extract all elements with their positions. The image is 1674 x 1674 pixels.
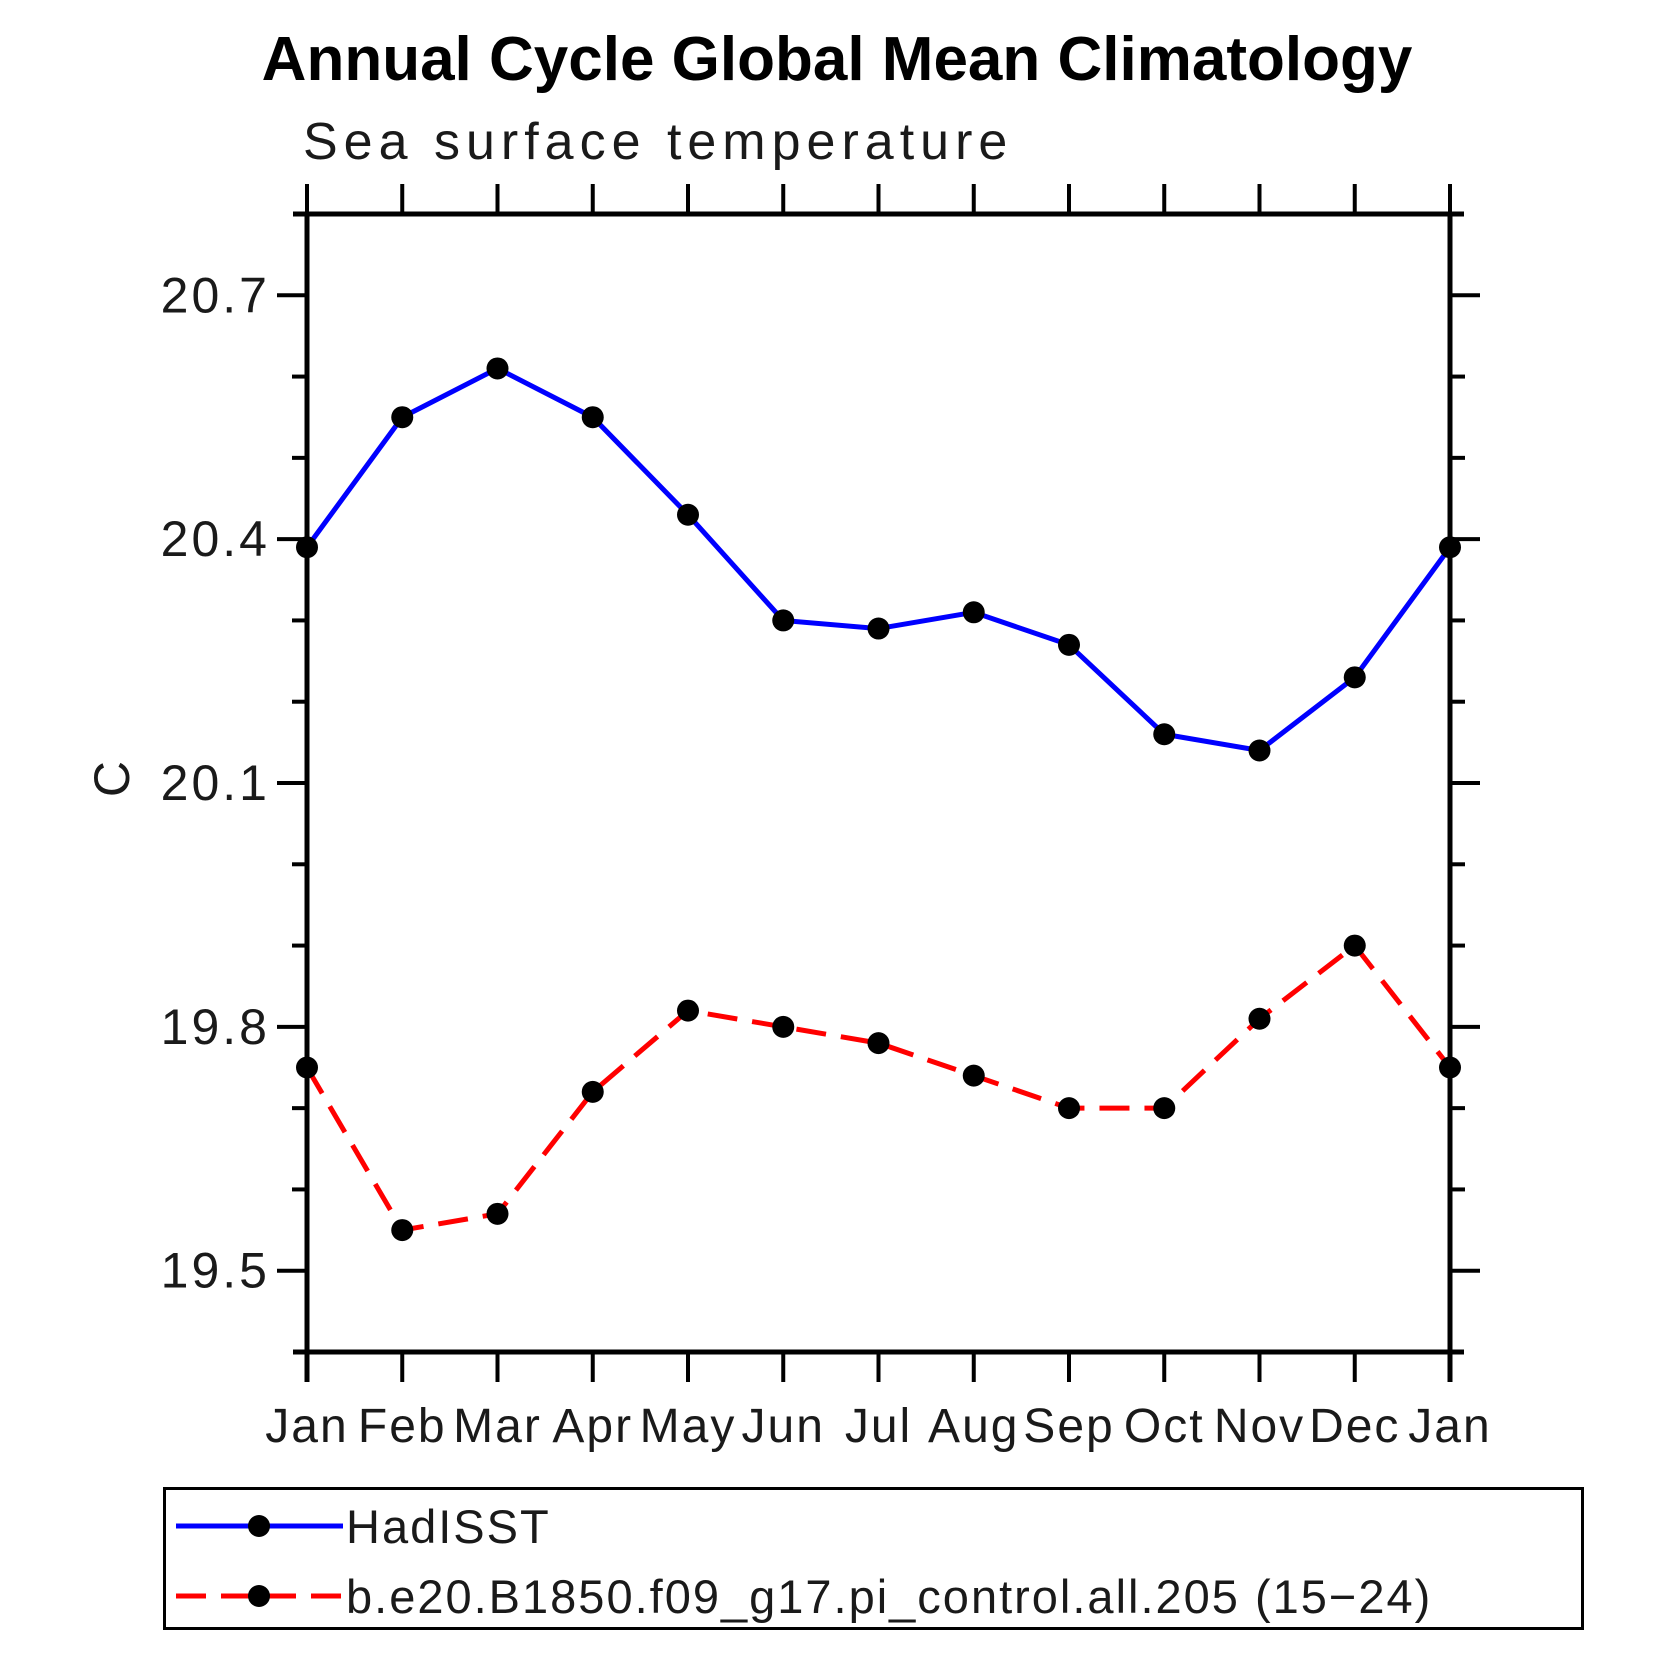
x-tick-label: Jul (845, 1400, 912, 1453)
y-tick-label: 20.7 (161, 267, 270, 323)
data-point-marker (867, 1032, 890, 1055)
x-tick-label: Nov (1214, 1400, 1305, 1453)
legend-marker-dot (248, 1515, 270, 1537)
hadisst-line (304, 365, 1453, 754)
data-point-marker (1058, 633, 1080, 656)
legend-label-hadisst: HadISST (346, 1499, 551, 1553)
x-tick-label: Oct (1124, 1400, 1205, 1453)
data-point-marker (486, 357, 509, 380)
data-point-marker (391, 406, 414, 429)
data-point-marker (962, 1064, 985, 1087)
data-point-marker (1248, 1007, 1271, 1030)
x-tick-label: Apr (552, 1400, 633, 1453)
legend-line-sample-dashed (176, 1585, 343, 1607)
legend-label-model: b.e20.B1850.f09_g17.pi_control.all.205 (… (346, 1569, 1433, 1623)
x-tick-label: Jun (742, 1400, 825, 1453)
y-tick-label: 19.8 (161, 999, 270, 1055)
data-point-marker (772, 609, 795, 632)
x-tick-label: Aug (928, 1400, 1019, 1453)
data-point-marker (1153, 723, 1176, 746)
data-point-marker (677, 999, 699, 1022)
data-point-marker (486, 1202, 509, 1225)
data-point-marker (296, 1056, 318, 1079)
x-tick-label: May (640, 1400, 737, 1453)
model-line (304, 942, 1452, 1233)
data-point-marker (296, 536, 318, 559)
data-point-marker (1058, 1097, 1080, 1120)
chart-subtitle: Sea surface temperature (303, 113, 1014, 171)
data-point-marker (1439, 536, 1461, 559)
data-point-marker (1343, 934, 1366, 957)
axis-ticks (277, 184, 1480, 1382)
y-axis-title: C (84, 761, 140, 797)
y-tick-label: 19.5 (161, 1243, 270, 1299)
data-point-marker (772, 1015, 795, 1038)
axis-frame (293, 211, 1464, 1382)
y-tick-label: 20.1 (161, 755, 270, 811)
x-tick-label: Jan (265, 1400, 348, 1453)
data-point-marker (1248, 739, 1271, 762)
axis-tick-labels: Jan Feb Mar Apr May Jun Jul Aug Sep Oct Nov Dec Jan1… (161, 267, 1491, 1453)
x-tick-label: Dec (1309, 1400, 1400, 1453)
x-tick-label: Mar (453, 1400, 542, 1453)
x-tick-label: Feb (358, 1400, 447, 1453)
data-point-marker (391, 1219, 414, 1242)
data-series (296, 357, 1461, 1242)
data-point-marker (1439, 1056, 1461, 1079)
legend-marker-dot (248, 1585, 270, 1607)
legend-entry-model: b.e20.B1850.f09_g17.pi_control.all.205 (… (171, 1570, 1432, 1623)
x-tick-label: Sep (1023, 1400, 1114, 1453)
legend-line-sample-solid (176, 1515, 343, 1537)
data-point-marker (677, 503, 699, 526)
legend: HadISST b.e20.B1850.f09_g17.pi_control.a… (163, 1487, 1584, 1630)
chart-title: Annual Cycle Global Mean Climatology (261, 25, 1413, 94)
legend-entry-hadisst: HadISST (171, 1500, 551, 1553)
data-point-marker (581, 406, 604, 429)
x-tick-label: Jan (1408, 1400, 1491, 1453)
data-point-marker (962, 601, 985, 624)
data-point-marker (867, 617, 890, 640)
y-tick-label: 20.4 (161, 511, 270, 567)
data-point-marker (581, 1080, 604, 1103)
data-point-marker (1153, 1097, 1176, 1120)
data-point-marker (1343, 666, 1366, 689)
